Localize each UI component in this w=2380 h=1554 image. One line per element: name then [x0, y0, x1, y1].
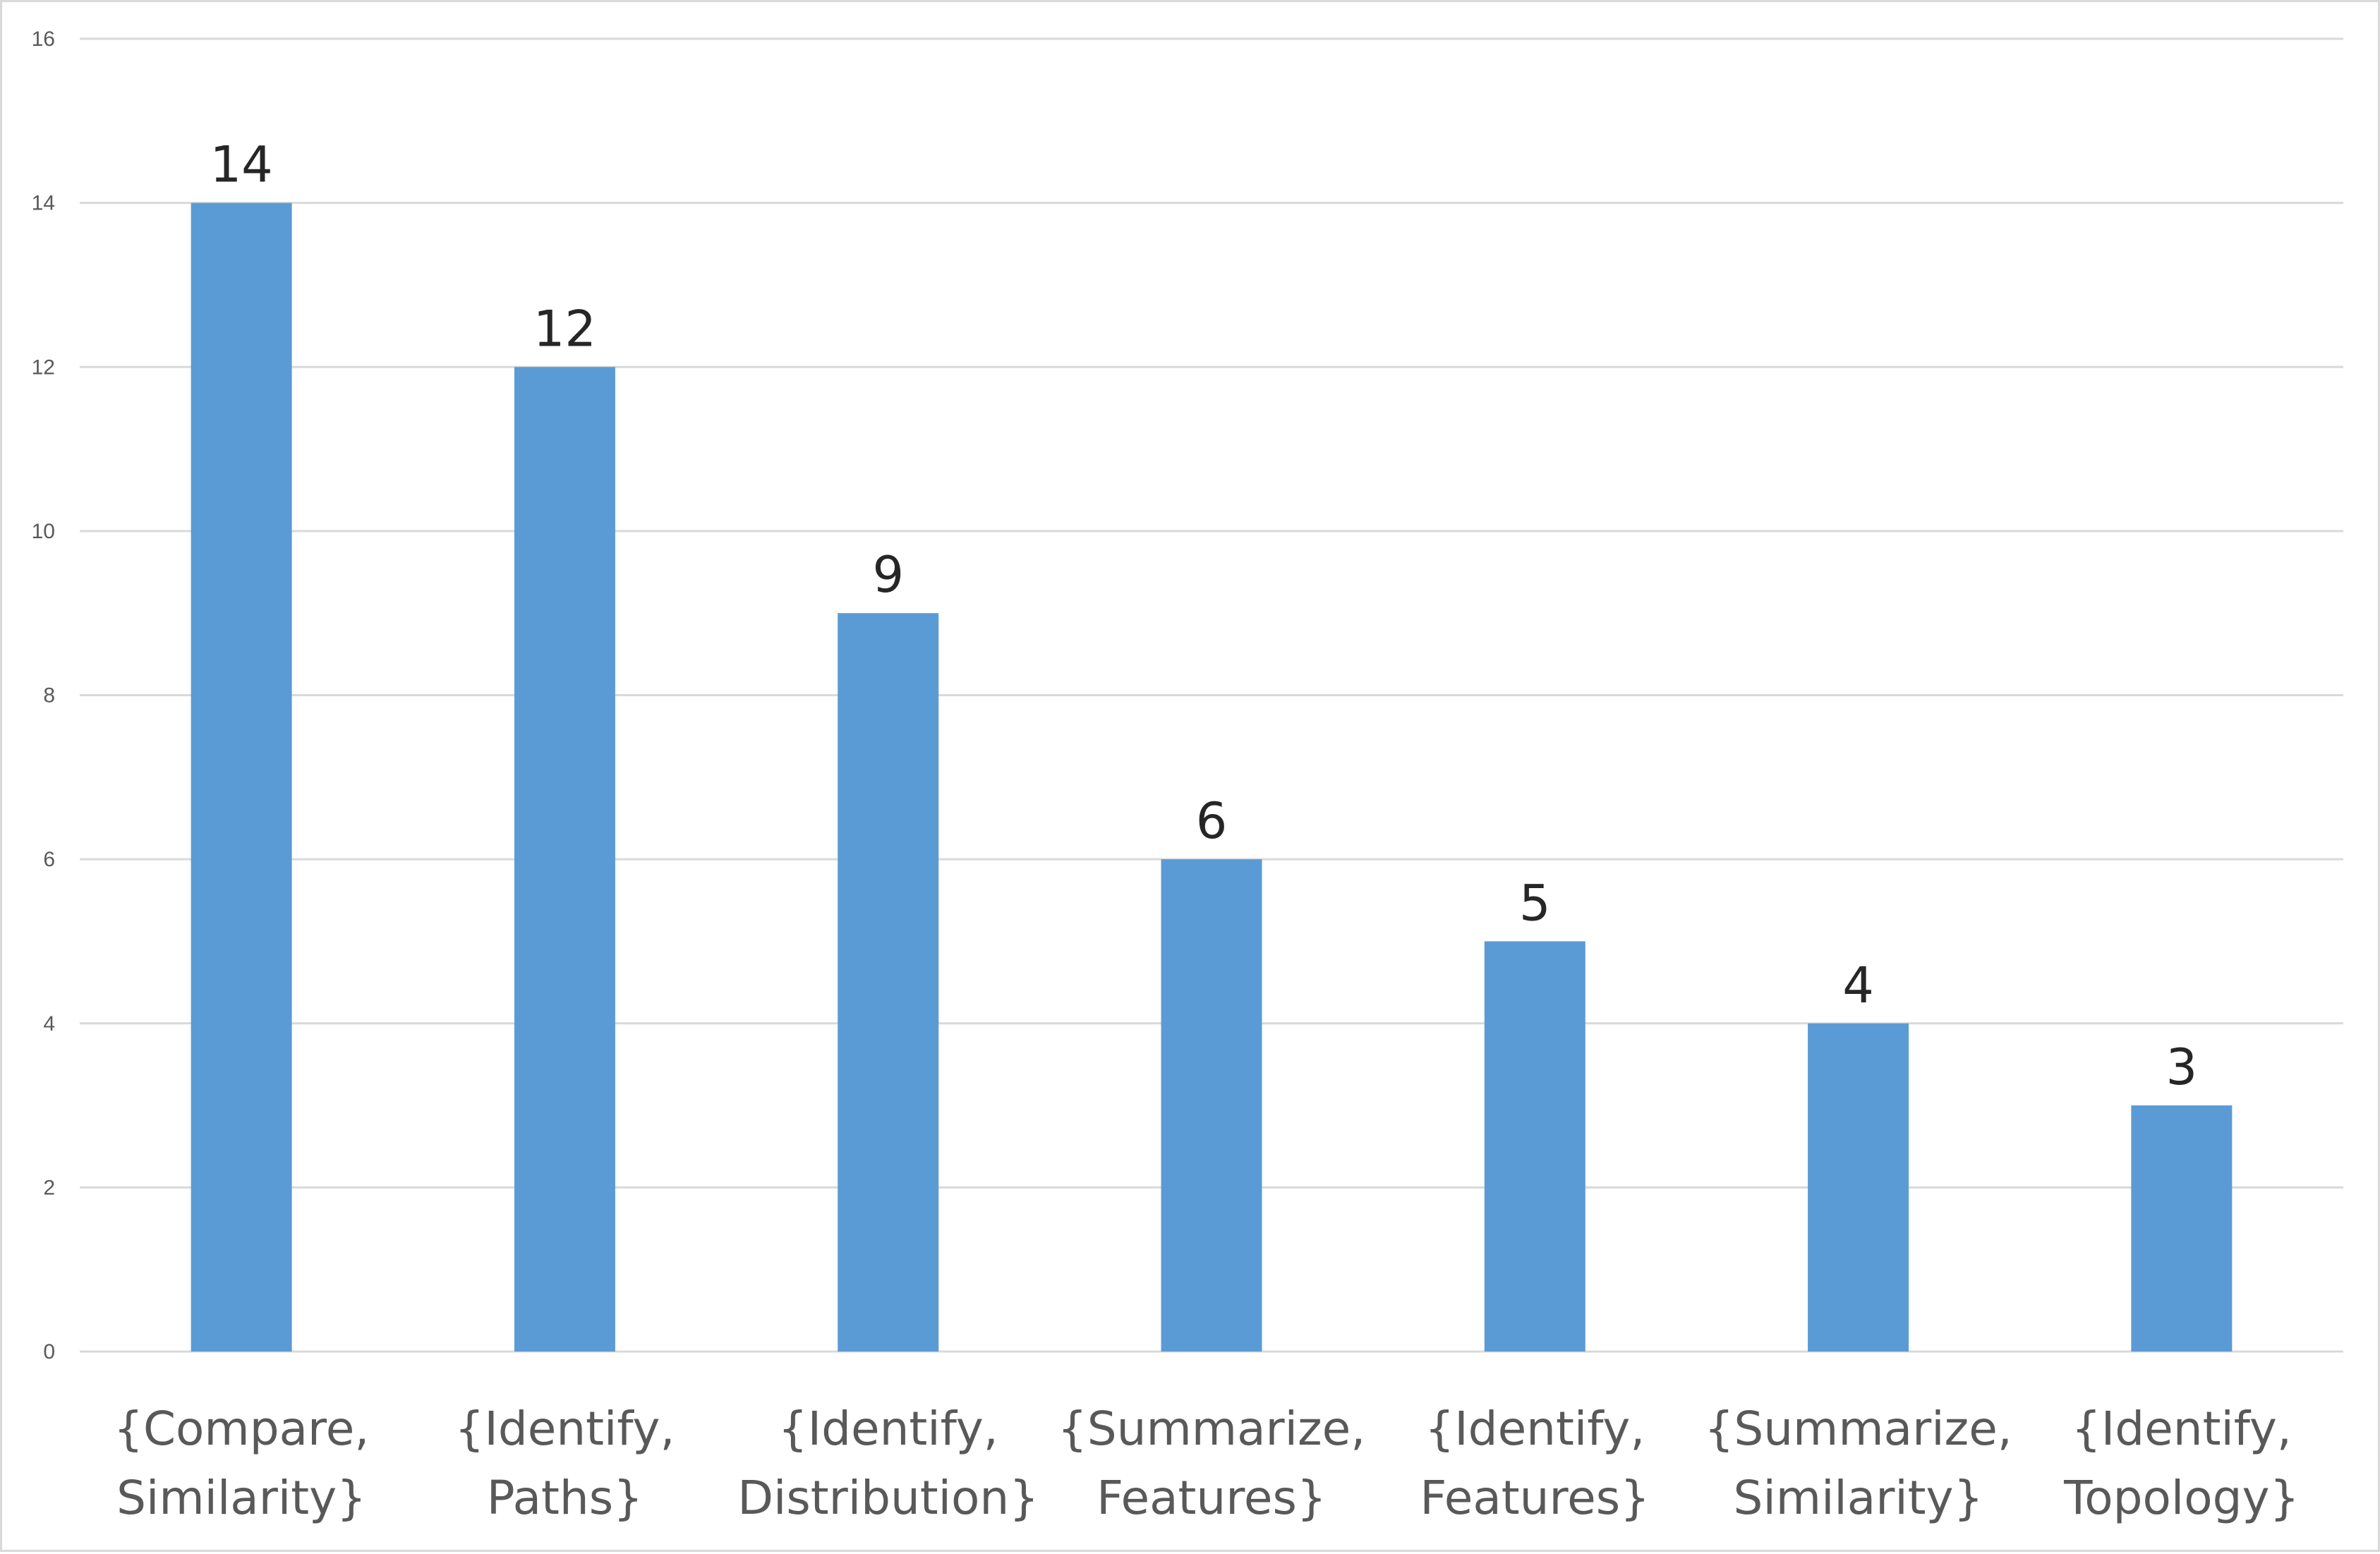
y-tick-label: 8	[43, 684, 55, 708]
bar	[191, 202, 292, 1352]
bar	[1808, 1023, 1909, 1352]
x-tick-label-line: {Identify,	[2072, 1402, 2292, 1456]
bar	[838, 613, 939, 1352]
data-label: 6	[1196, 792, 1228, 850]
x-tick-label-line: Features}	[1097, 1471, 1327, 1525]
x-tick-label-line: {Identify,	[454, 1402, 675, 1456]
x-tick-label-line: {Identify,	[1425, 1402, 1645, 1456]
x-tick-label: {Identify, Features}	[1420, 1402, 1650, 1525]
y-tick-label: 12	[32, 356, 55, 379]
x-tick-label-line: {Summarize,	[1704, 1402, 2012, 1456]
y-tick-label: 14	[32, 192, 55, 215]
data-label: 5	[1519, 874, 1551, 932]
data-label: 4	[1842, 957, 1874, 1014]
x-tick-label: {Summarize, Similarity}	[1704, 1402, 2012, 1525]
y-tick-label: 4	[43, 1012, 55, 1036]
data-label: 9	[872, 546, 904, 604]
x-tick-label: {Identify, Distribution}	[737, 1402, 1039, 1525]
y-tick-label: 10	[32, 520, 55, 543]
y-axis-ticks: 0 2 4 6 8 10 12 14 16	[32, 28, 55, 1364]
data-label: 14	[210, 136, 273, 194]
x-tick-label: {Compare, Similarity}	[114, 1402, 369, 1525]
x-tick-label-line: Distribution}	[737, 1471, 1039, 1525]
x-tick-label-line: Similarity}	[1734, 1471, 1983, 1525]
data-label: 3	[2166, 1038, 2198, 1096]
y-tick-label: 2	[43, 1176, 55, 1199]
x-tick-label-line: {Summarize,	[1058, 1402, 1365, 1456]
data-label: 12	[533, 300, 596, 358]
x-axis-ticks: {Compare, Similarity}{Identify, Paths}{Ide…	[114, 1402, 2300, 1525]
bar	[514, 367, 615, 1352]
x-tick-label-line: Topology}	[2063, 1471, 2299, 1525]
data-labels: 14 12 9 6 5 4 3	[210, 136, 2198, 1096]
x-tick-label: {Identify, Topology}	[2063, 1402, 2299, 1525]
y-tick-label: 6	[43, 848, 55, 871]
y-tick-label: 16	[32, 28, 55, 51]
x-tick-label-line: Paths}	[487, 1471, 643, 1525]
bar	[1484, 941, 1585, 1352]
x-tick-label: {Summarize, Features}	[1058, 1402, 1365, 1525]
x-tick-label-line: {Identify,	[778, 1402, 998, 1456]
bars	[191, 202, 2233, 1352]
x-tick-label: {Identify, Paths}	[454, 1402, 675, 1525]
x-tick-label-line: Features}	[1420, 1471, 1650, 1525]
y-tick-label: 0	[43, 1340, 55, 1364]
bar	[2131, 1105, 2233, 1352]
x-tick-label-line: Similarity}	[116, 1471, 366, 1525]
bar	[1161, 859, 1262, 1352]
gridlines	[80, 37, 2343, 1353]
x-tick-label-line: {Compare,	[114, 1402, 369, 1456]
